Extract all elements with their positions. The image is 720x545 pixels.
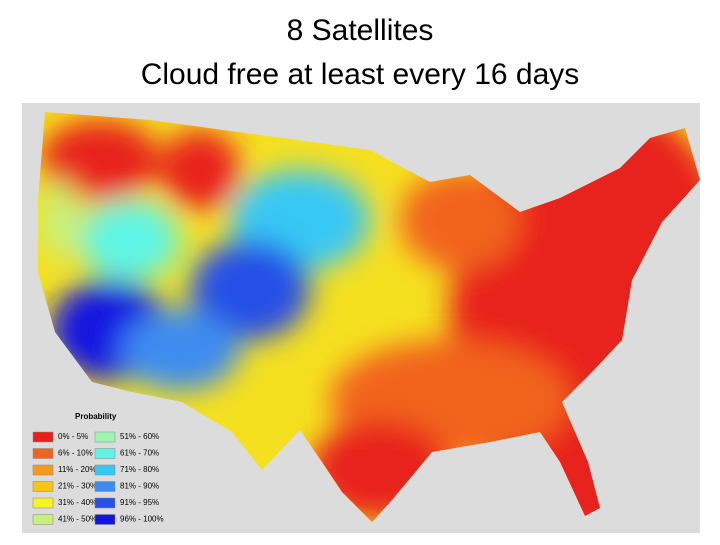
legend-swatch xyxy=(32,448,54,459)
legend-swatch xyxy=(32,481,54,492)
legend-label: 41% - 50% xyxy=(58,515,97,524)
legend-label: 0% - 5% xyxy=(58,432,88,441)
legend-label: 91% - 95% xyxy=(120,498,159,507)
legend-swatch xyxy=(94,497,116,509)
legend-label: 81% - 90% xyxy=(120,482,159,491)
legend-swatch xyxy=(94,448,116,459)
legend-swatch xyxy=(94,431,116,443)
legend-swatch xyxy=(32,514,54,525)
legend-swatch xyxy=(94,481,116,492)
legend-label: 51% - 60% xyxy=(120,432,159,441)
legend-label: 21% - 30% xyxy=(58,482,97,491)
legend-label: 71% - 80% xyxy=(120,465,159,474)
legend-swatch xyxy=(32,497,54,509)
legend-swatch xyxy=(32,464,54,476)
legend-label: 96% - 100% xyxy=(120,515,164,524)
legend: 0% - 5% 6% - 10% 11% - 20% 21% - 30% 31% - 4… xyxy=(32,431,164,525)
title-line: Cloud free at least every 16 days xyxy=(141,58,580,91)
legend-label: 11% - 20% xyxy=(58,465,97,474)
legend-label: 6% - 10% xyxy=(58,449,93,458)
legend-label: 31% - 40% xyxy=(58,498,97,507)
legend-title: Probability xyxy=(75,412,117,421)
legend-swatch xyxy=(94,514,116,525)
legend-label: 61% - 70% xyxy=(120,449,159,458)
legend-swatch xyxy=(32,431,54,443)
legend-swatch xyxy=(94,464,116,476)
title-line: 8 Satellites xyxy=(287,14,434,47)
